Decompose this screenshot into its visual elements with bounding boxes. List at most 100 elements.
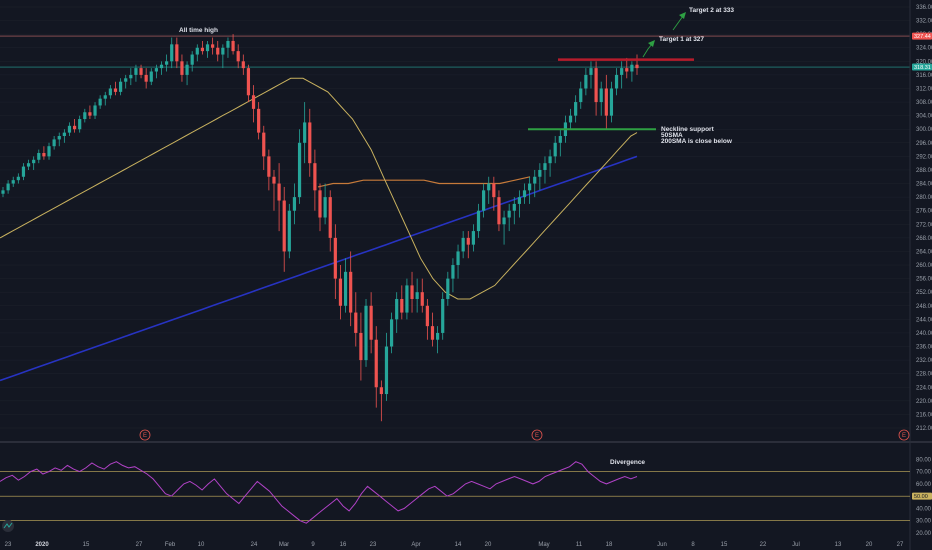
- candle-body: [216, 47, 220, 55]
- candle-body: [482, 190, 486, 211]
- time-axis-tick: 13: [835, 542, 842, 548]
- candle-body: [517, 197, 522, 204]
- candle-body: [548, 156, 552, 164]
- candle-body: [205, 44, 210, 52]
- price-axis-tick: 320.00: [916, 59, 932, 65]
- price-axis-tick: 220.00: [916, 399, 932, 405]
- price-axis-tick: 212.00: [916, 426, 932, 432]
- candle-body: [405, 285, 409, 313]
- candle-body: [441, 298, 445, 333]
- price-axis-tick: 296.00: [916, 141, 932, 147]
- candle-body: [37, 152, 41, 160]
- candle-body: [93, 105, 97, 116]
- time-axis-tick: Mar: [279, 542, 289, 548]
- candle-body: [118, 81, 123, 92]
- time-axis[interactable]: 23 2020 15 27 Feb 10 24 Mar 9 16 23 Apr 14 20 May 11 18 J…: [5, 542, 904, 548]
- candle-body: [185, 64, 189, 75]
- candle-body: [451, 265, 455, 279]
- candle-body: [609, 88, 614, 116]
- current-price-value: 318.31: [914, 65, 931, 71]
- time-axis-tick: 27: [897, 542, 904, 548]
- earnings-marker-1[interactable]: E: [139, 429, 151, 441]
- price-axis-tick: 292.00: [916, 154, 932, 160]
- candle-body: [257, 108, 261, 133]
- candle-body: [200, 47, 205, 52]
- candle-body: [604, 88, 608, 116]
- candle-body: [42, 152, 46, 157]
- candle-body: [620, 68, 624, 75]
- candle-body: [343, 271, 348, 306]
- candle-body: [236, 51, 240, 62]
- candle-body: [492, 183, 496, 198]
- target1-label: Target 1 at 327: [659, 36, 704, 43]
- price-axis-tick: 308.00: [916, 100, 932, 106]
- candle-body: [635, 64, 639, 69]
- candle-body: [420, 292, 424, 306]
- candle-body: [349, 271, 353, 313]
- candle-body: [88, 112, 92, 116]
- candle-body: [267, 156, 271, 177]
- time-axis-tick: Feb: [165, 542, 176, 548]
- time-axis-tick: 2020: [35, 542, 49, 548]
- candle-body: [211, 44, 215, 48]
- earnings-marker-2[interactable]: E: [531, 429, 543, 441]
- candle-body: [57, 136, 61, 140]
- candle-body: [512, 203, 516, 211]
- candle-body: [614, 74, 619, 89]
- candle-body: [497, 197, 501, 225]
- candle-body: [308, 122, 312, 164]
- candle-body: [113, 88, 118, 92]
- rsi-bands: [0, 471, 910, 522]
- candle-body: [108, 88, 112, 96]
- candle-body: [62, 132, 66, 137]
- sma200-note: 200SMA is close below: [661, 138, 733, 145]
- sma200-line: [0, 155, 638, 382]
- current-price-tag: 318.31: [912, 63, 932, 71]
- candle-body: [190, 54, 194, 65]
- time-axis-tick: 10: [198, 542, 205, 548]
- candle-body: [226, 40, 230, 48]
- candle-body: [251, 95, 256, 109]
- candle-body: [338, 278, 343, 306]
- earnings-marker-3[interactable]: E: [898, 429, 910, 441]
- price-axis-tick: 288.00: [916, 168, 932, 174]
- tradingview-logo-icon[interactable]: [2, 520, 14, 532]
- target1-arrow[interactable]: [642, 40, 655, 58]
- candle-body: [165, 61, 169, 65]
- candle-body: [272, 176, 276, 184]
- candle-body: [67, 125, 72, 133]
- candle-body: [471, 231, 475, 245]
- candle-body: [466, 237, 470, 245]
- candles: [1, 34, 639, 422]
- price-axis-tick: 236.00: [916, 345, 932, 351]
- time-axis-tick: 23: [5, 542, 12, 548]
- rsi-level-tag: 50.00: [912, 492, 932, 500]
- candle-body: [533, 176, 537, 184]
- candle-body: [435, 332, 440, 340]
- candle-body: [328, 197, 332, 238]
- earnings-marker-label: E: [143, 433, 147, 439]
- target2-arrow[interactable]: [672, 12, 686, 31]
- rsi-axis-tick: 60.00: [916, 482, 932, 488]
- candle-body: [144, 74, 148, 82]
- price-axis-tick: 280.00: [916, 195, 932, 201]
- candle-body: [72, 125, 77, 130]
- price-axis-tick: 232.00: [916, 358, 932, 364]
- candle-body: [446, 278, 450, 299]
- candle-body: [599, 88, 603, 103]
- rsi-axis-tick: 30.00: [916, 519, 932, 525]
- price-axis-tick: 216.00: [916, 412, 932, 418]
- divergence-label: Divergence: [610, 459, 645, 466]
- candle-body: [594, 68, 598, 103]
- candle-body: [528, 183, 532, 191]
- time-axis-tick: Jul: [792, 542, 800, 548]
- candle-body: [282, 200, 286, 252]
- sma-mid-line: [317, 176, 531, 188]
- time-axis-tick: 8: [691, 542, 695, 548]
- time-axis-tick: Apr: [411, 542, 420, 548]
- candle-body: [277, 183, 281, 201]
- candle-body: [297, 142, 302, 198]
- candle-body: [379, 387, 383, 395]
- candle-body: [180, 61, 184, 75]
